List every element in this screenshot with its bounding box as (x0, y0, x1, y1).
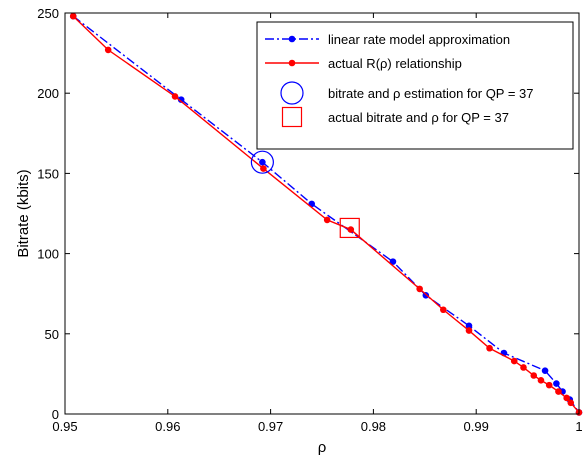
legend-label: bitrate and ρ estimation for QP = 37 (328, 86, 534, 101)
legend-label: actual R(ρ) relationship (328, 56, 462, 71)
data-point (259, 158, 266, 166)
data-point (260, 165, 267, 172)
data-point (347, 226, 355, 233)
legend-marker (288, 59, 296, 67)
legend-marker (281, 106, 303, 128)
y-tick-label: 200 (37, 86, 59, 101)
x-tick-label: 0.97 (258, 419, 283, 434)
ticks: 0.95 0.96 0.97 0.98 0.99 1 0 50 100 150 200 250 (37, 6, 582, 434)
data-point (465, 322, 473, 330)
series-1 (69, 12, 583, 416)
y-tick-label: 100 (37, 247, 59, 262)
data-point (250, 150, 274, 174)
data-point (104, 46, 112, 54)
data-point (486, 344, 493, 352)
data-point (465, 327, 473, 334)
axes (64, 12, 580, 415)
legend-box (256, 21, 574, 150)
data-point (440, 306, 447, 314)
legend-label: actual bitrate and ρ for QP = 37 (328, 110, 509, 125)
data-point (553, 380, 560, 387)
x-tick-label: 0.98 (361, 419, 386, 434)
data-point (323, 216, 331, 224)
legend-marker (288, 35, 296, 43)
legend-item: linear rate model approximation (265, 32, 510, 47)
plot-area (69, 12, 583, 416)
y-tick-label: 150 (37, 166, 59, 181)
data-point (389, 258, 397, 265)
x-tick-label: 1 (575, 419, 582, 434)
x-axis-label: ρ (318, 439, 327, 456)
data-point (541, 367, 549, 374)
y-tick-label: 250 (37, 6, 59, 21)
data-point (510, 357, 518, 365)
data-point (530, 372, 538, 379)
data-point (171, 93, 179, 100)
data-point (339, 217, 360, 239)
axes-box (64, 12, 580, 415)
series-2 (250, 150, 274, 174)
data-point (563, 394, 570, 402)
data-point (69, 12, 77, 20)
data-point (567, 399, 575, 407)
data-point (537, 377, 545, 384)
y-tick-label: 50 (45, 327, 59, 342)
x-tick-label: 0.99 (464, 419, 489, 434)
series-3 (339, 217, 360, 239)
legend: linear rate model approximation actual R(… (256, 21, 574, 150)
legend-item: actual bitrate and ρ for QP = 37 (281, 106, 509, 128)
data-point (555, 388, 562, 395)
data-point (416, 285, 423, 293)
data-point (520, 364, 527, 371)
legend-item: actual R(ρ) relationship (265, 56, 462, 71)
data-point (177, 96, 185, 103)
legend-item: bitrate and ρ estimation for QP = 37 (280, 81, 534, 105)
data-point (545, 381, 553, 389)
legend-marker (280, 81, 304, 105)
y-axis-label: Bitrate (kbits) (15, 169, 32, 257)
legend-label: linear rate model approximation (328, 32, 510, 47)
x-tick-label: 0.95 (52, 419, 77, 434)
x-tick-label: 0.96 (155, 419, 180, 434)
y-tick-label: 0 (52, 407, 59, 422)
